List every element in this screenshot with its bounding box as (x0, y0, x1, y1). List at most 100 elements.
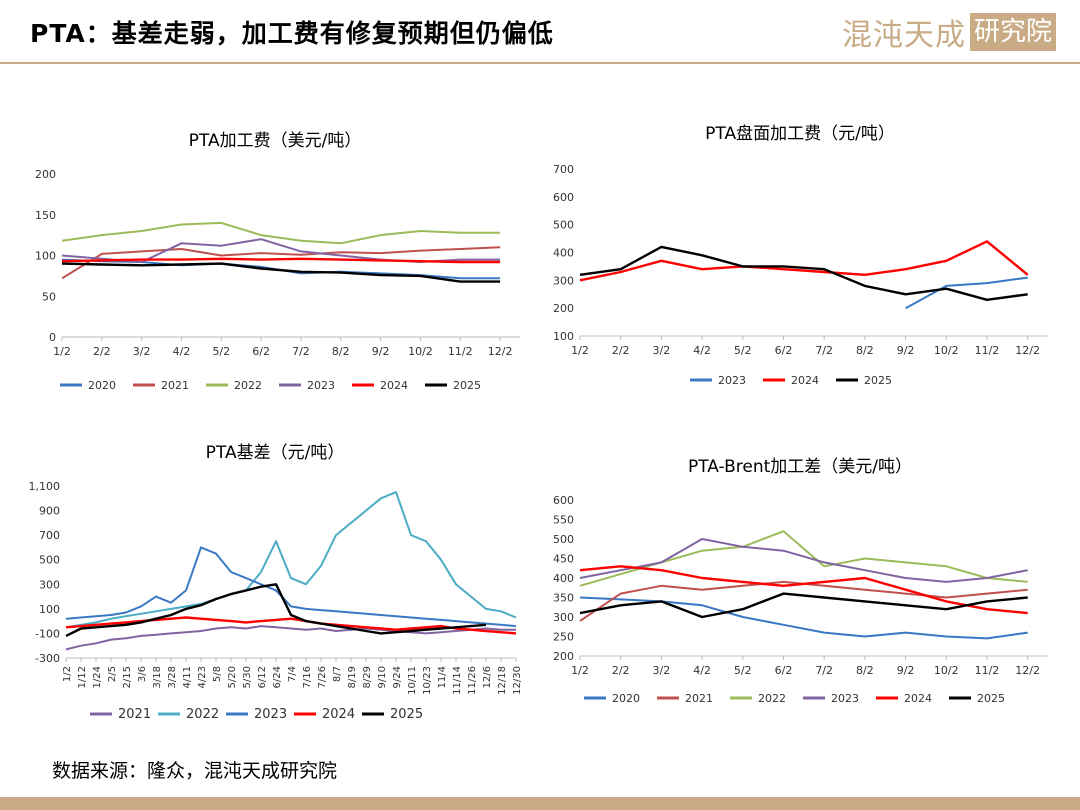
x-tick-label: 8/7 (332, 666, 343, 682)
legend-label-2021: 2021 (685, 692, 713, 705)
x-tick-label: 1/12 (77, 666, 88, 688)
x-tick-label: 3/6 (137, 666, 148, 682)
legend-label-2023: 2023 (254, 707, 287, 722)
x-tick-label: 1/2 (571, 344, 589, 357)
chart-svg: PTA-Brent加工差（美元/吨） 200 250 300 350 400 450 500 5… (553, 457, 1048, 705)
x-tick-label: 5/2 (734, 664, 752, 677)
x-tick-label: 4/2 (173, 345, 191, 358)
x-tick-label: 11/2 (975, 344, 1000, 357)
x-tick-label: 11/14 (452, 666, 463, 695)
legend-label-2020: 2020 (88, 379, 116, 392)
y-tick-label: 450 (553, 553, 574, 566)
x-tick-label: 11/2 (975, 664, 1000, 677)
x-tick-label: 8/2 (332, 345, 350, 358)
x-tick-label: 7/16 (302, 666, 313, 688)
x-tick-label: 12/2 (1015, 344, 1040, 357)
x-tick-label: 8/29 (362, 666, 373, 688)
legend-label-2024: 2024 (322, 707, 355, 722)
x-tick-label: 3/28 (167, 666, 178, 688)
x-tick-label: 5/20 (227, 666, 238, 688)
series-line-2022 (65, 491, 517, 629)
x-tick-label: 6/2 (775, 344, 793, 357)
x-tick-label: 2/2 (612, 344, 630, 357)
y-tick-label: 700 (39, 529, 60, 542)
legend-label-2021: 2021 (118, 707, 151, 722)
x-tick-label: 12/30 (512, 666, 523, 695)
x-tick-label: 10/11 (407, 666, 418, 695)
legend-label-2022: 2022 (758, 692, 786, 705)
y-tick-label: 900 (39, 505, 60, 518)
x-tick-label: 3/2 (653, 344, 671, 357)
x-tick-label: 11/4 (437, 666, 448, 688)
x-tick-label: 2/15 (122, 666, 133, 688)
legend-label-2024: 2024 (380, 379, 408, 392)
x-tick-label: 12/2 (488, 345, 513, 358)
x-tick-label: 5/2 (212, 345, 230, 358)
chart-processing-fee-usd: PTA加工费（美元/吨） 0 50 100 150 200 1/2 2/2 3/2 4/2 5/2 6… (20, 120, 530, 405)
x-tick-label: 6/2 (252, 345, 270, 358)
x-tick-label: 12/2 (1015, 664, 1040, 677)
y-tick-label: 150 (35, 209, 56, 222)
x-tick-label: 7/26 (317, 666, 328, 688)
legend-label-2022: 2022 (186, 707, 219, 722)
legend-label-2025: 2025 (390, 707, 423, 722)
x-tick-label: 7/2 (292, 345, 310, 358)
y-tick-label: 0 (49, 331, 56, 344)
header-divider (0, 62, 1080, 64)
legend-label-2024: 2024 (791, 374, 819, 387)
x-tick-label: 8/2 (856, 664, 874, 677)
x-tick-label: 7/2 (815, 664, 833, 677)
page-title: PTA：基差走弱，加工费有修复预期但仍偏低 (30, 19, 554, 48)
x-tick-label: 9/10 (377, 666, 388, 688)
x-tick-label: 2/5 (107, 666, 118, 682)
x-tick-label: 4/2 (693, 344, 711, 357)
x-tick-label: 10/2 (934, 344, 959, 357)
y-tick-label: 500 (553, 219, 574, 232)
x-tick-label: 6/12 (257, 666, 268, 688)
y-tick-label: 1,100 (29, 480, 61, 493)
x-tick-label: 8/19 (347, 666, 358, 688)
legend-label-2020: 2020 (612, 692, 640, 705)
series-line-2023 (905, 276, 1028, 310)
series-line-2025 (579, 592, 1028, 619)
x-tick-label: 10/23 (422, 666, 433, 695)
chart-title: PTA加工费（美元/吨） (189, 131, 362, 151)
y-tick-label: 100 (553, 330, 574, 343)
x-tick-label: 4/2 (693, 664, 711, 677)
y-tick-label: 250 (553, 631, 574, 644)
x-tick-label: 1/2 (571, 664, 589, 677)
series-line-2025 (65, 583, 487, 637)
y-tick-label: 400 (553, 247, 574, 260)
x-tick-label: 1/2 (53, 345, 71, 358)
x-tick-label: 11/2 (448, 345, 473, 358)
series-line-2024 (65, 616, 517, 635)
y-tick-label: 300 (39, 578, 60, 591)
logo-text: 混沌天成 (841, 18, 966, 53)
series-line-2022 (579, 530, 1028, 587)
x-tick-label: 2/2 (612, 664, 630, 677)
footer-bar (0, 797, 1080, 810)
x-tick-label: 4/11 (182, 666, 193, 688)
chart-svg: PTA基差（元/吨） -300 -100 100 300 500 700 900 1,100 1/… (29, 443, 524, 722)
series-line-2021 (65, 625, 516, 651)
x-tick-label: 7/2 (815, 344, 833, 357)
series-line-2023 (579, 538, 1028, 583)
x-tick-label: 2/2 (93, 345, 111, 358)
x-tick-label: 1/24 (92, 666, 103, 688)
x-tick-label: 9/2 (372, 345, 390, 358)
y-tick-label: 350 (553, 592, 574, 605)
y-tick-label: 550 (553, 514, 574, 527)
y-tick-label: 200 (553, 302, 574, 315)
series-line-2024 (579, 240, 1029, 282)
logo-box: 研究院 (969, 13, 1056, 51)
legend-label-2023: 2023 (831, 692, 859, 705)
chart-title: PTA基差（元/吨） (206, 443, 345, 463)
legend-label-2025: 2025 (864, 374, 892, 387)
y-tick-label: 600 (553, 494, 574, 507)
y-tick-label: 100 (39, 603, 60, 616)
series-line-2023 (65, 546, 517, 628)
legend-label-2025: 2025 (977, 692, 1005, 705)
series-line-2025 (61, 262, 501, 283)
x-tick-label: 9/24 (392, 666, 403, 688)
y-tick-label: 200 (35, 168, 56, 181)
